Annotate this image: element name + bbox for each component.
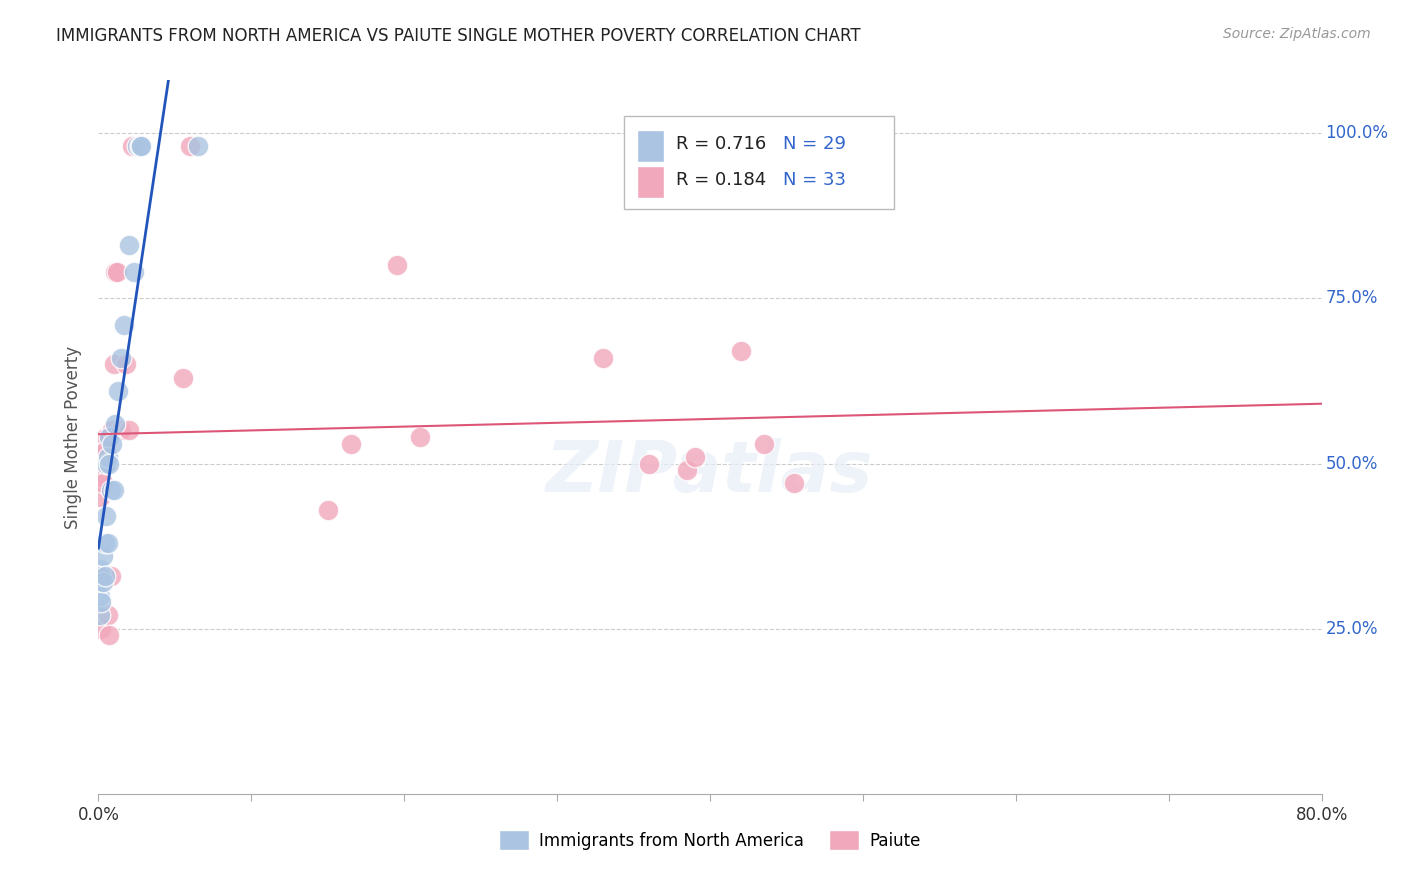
Point <box>115 358 138 372</box>
Point <box>93 569 115 583</box>
Point <box>94 509 117 524</box>
Text: N = 29: N = 29 <box>783 136 846 153</box>
Point <box>98 628 121 642</box>
Point <box>128 139 150 153</box>
Text: 50.0%: 50.0% <box>1326 455 1378 473</box>
Point <box>91 549 114 563</box>
Point <box>730 344 752 359</box>
Point <box>104 417 127 431</box>
Y-axis label: Single Mother Poverty: Single Mother Poverty <box>65 345 83 529</box>
Point <box>97 450 120 464</box>
Point <box>89 562 111 576</box>
Point <box>637 457 661 471</box>
Point <box>89 608 111 623</box>
Point <box>125 139 148 153</box>
Point <box>101 424 124 438</box>
Point <box>90 569 112 583</box>
Point <box>89 589 111 603</box>
Point <box>592 351 614 365</box>
Bar <box>637 130 664 162</box>
Text: 75.0%: 75.0% <box>1326 289 1378 308</box>
Point <box>110 351 132 365</box>
Point <box>89 490 111 504</box>
Point <box>105 265 128 279</box>
Text: N = 33: N = 33 <box>783 171 846 189</box>
Point <box>91 476 114 491</box>
Point <box>90 622 112 636</box>
Point <box>90 595 112 609</box>
Point <box>94 443 117 458</box>
Point <box>122 265 145 279</box>
Bar <box>624 116 894 209</box>
Text: 25.0%: 25.0% <box>1326 620 1378 638</box>
Point <box>93 536 115 550</box>
Point <box>93 443 115 458</box>
Point <box>107 384 129 398</box>
Point <box>385 258 408 272</box>
Point <box>94 430 117 444</box>
Point <box>101 436 124 450</box>
Bar <box>637 166 664 198</box>
Point <box>783 476 806 491</box>
Point <box>683 450 706 464</box>
Point <box>408 430 430 444</box>
Point <box>179 139 201 153</box>
Point <box>316 502 339 516</box>
Point <box>100 483 122 497</box>
Point <box>103 483 125 497</box>
Legend: Immigrants from North America, Paiute: Immigrants from North America, Paiute <box>492 823 928 857</box>
Point <box>676 463 699 477</box>
Point <box>187 139 209 153</box>
Point <box>118 424 141 438</box>
Point <box>129 139 152 153</box>
Text: Source: ZipAtlas.com: Source: ZipAtlas.com <box>1223 27 1371 41</box>
Point <box>121 139 143 153</box>
Point <box>89 469 111 483</box>
Point <box>94 457 117 471</box>
Point <box>103 358 125 372</box>
Point <box>110 424 132 438</box>
Point <box>104 265 127 279</box>
Point <box>172 370 194 384</box>
Point <box>91 436 114 450</box>
Point <box>128 139 150 153</box>
Point <box>90 569 112 583</box>
Point <box>98 430 121 444</box>
Point <box>97 536 120 550</box>
Point <box>100 569 122 583</box>
Text: ZIPatlas: ZIPatlas <box>547 438 873 508</box>
Point <box>112 318 135 332</box>
Text: IMMIGRANTS FROM NORTH AMERICA VS PAIUTE SINGLE MOTHER POVERTY CORRELATION CHART: IMMIGRANTS FROM NORTH AMERICA VS PAIUTE … <box>56 27 860 45</box>
Text: R = 0.716: R = 0.716 <box>676 136 766 153</box>
Point <box>339 436 361 450</box>
Point <box>97 608 120 623</box>
Point <box>91 575 114 590</box>
Point <box>752 436 775 450</box>
Point <box>98 457 121 471</box>
Text: R = 0.184: R = 0.184 <box>676 171 766 189</box>
Text: 100.0%: 100.0% <box>1326 124 1388 142</box>
Point <box>118 238 141 252</box>
